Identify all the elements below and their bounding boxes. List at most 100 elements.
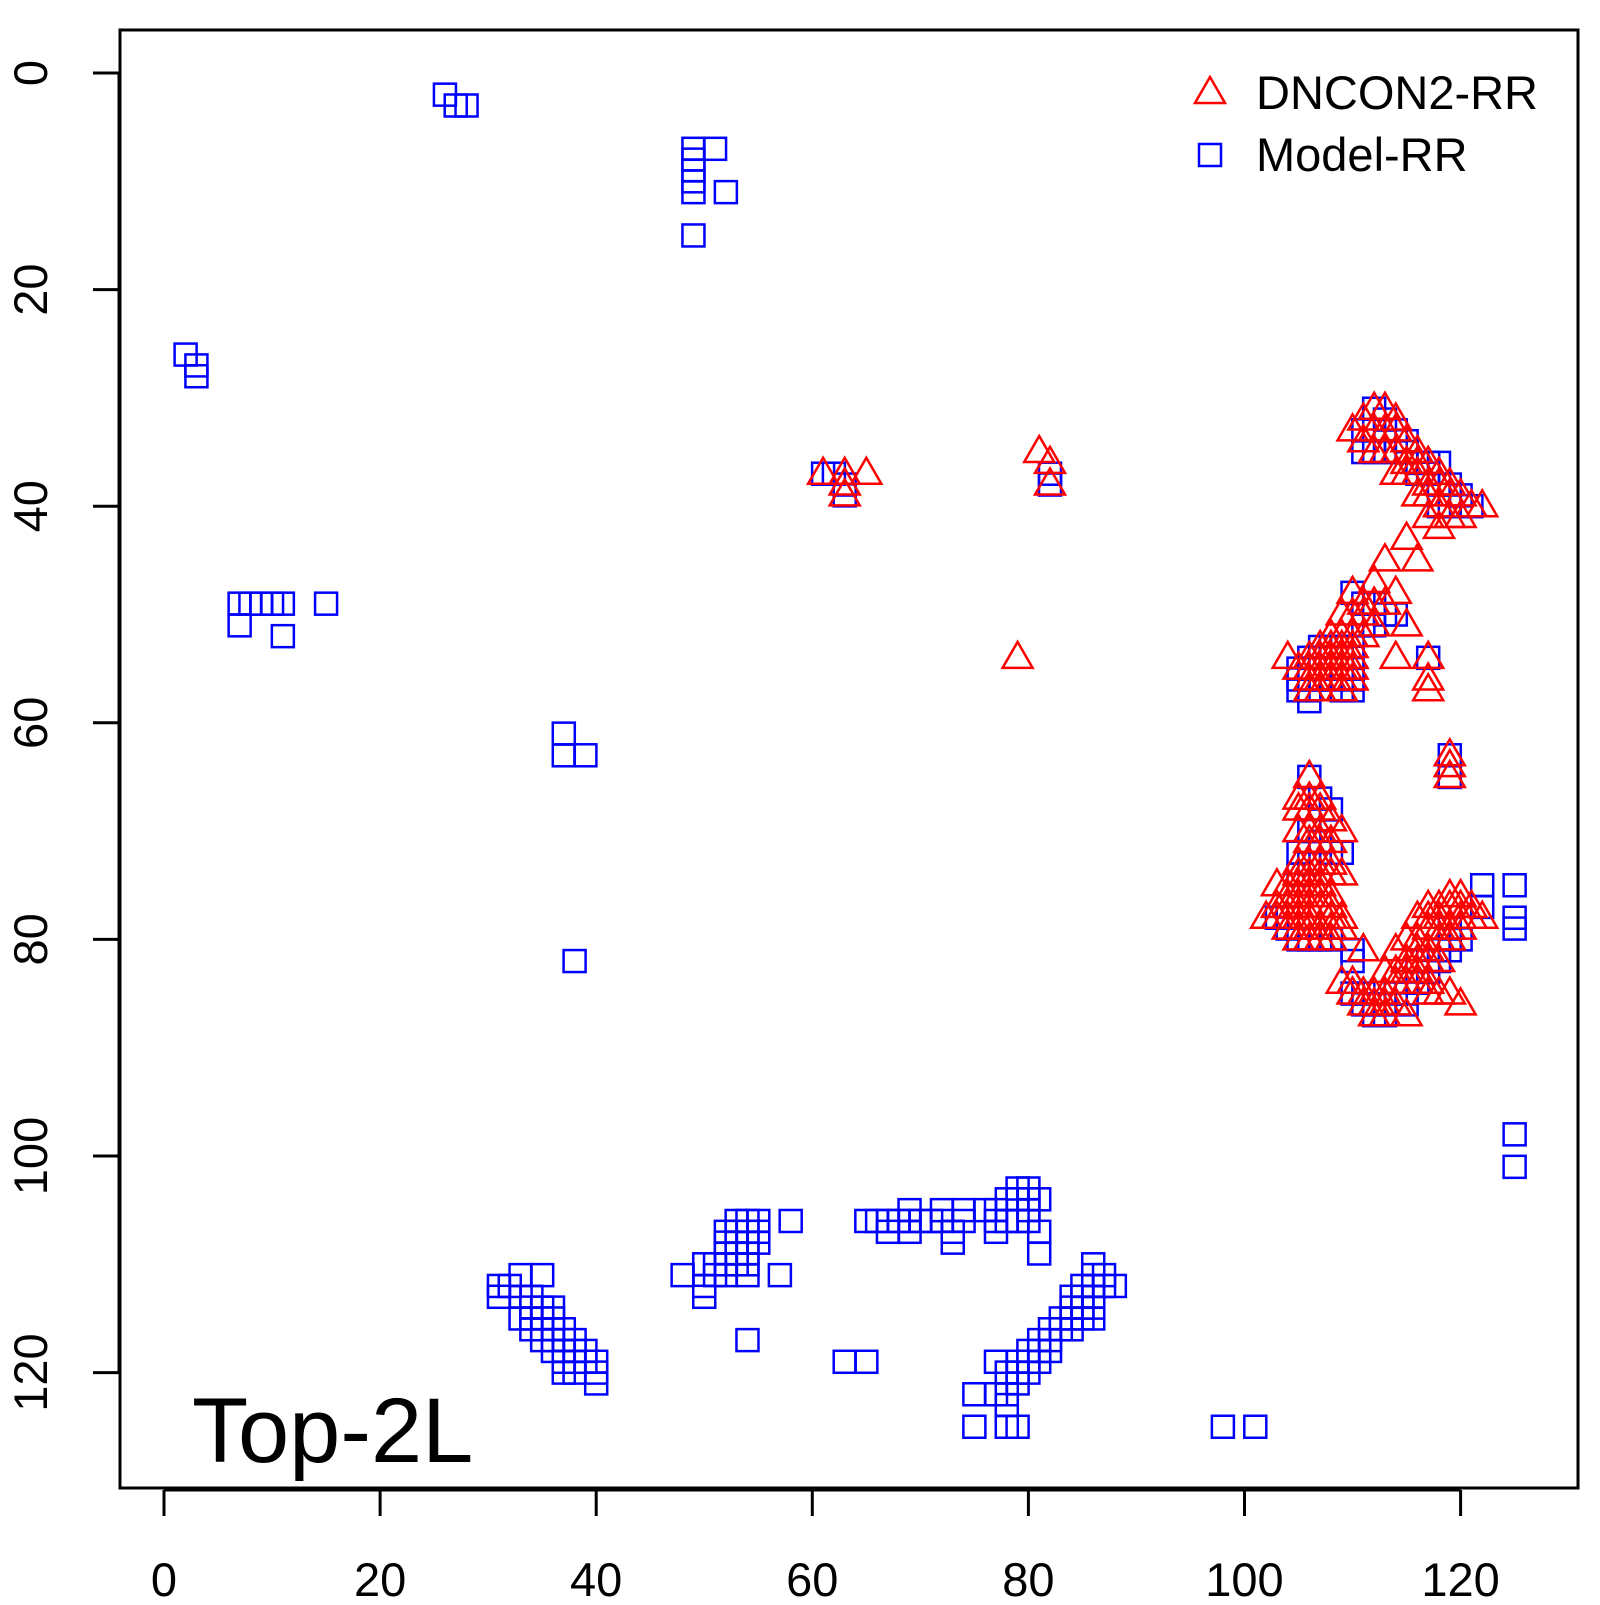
dncon2-rr-point (1411, 671, 1446, 702)
model-rr-point (1502, 916, 1527, 941)
dncon2-rr-point (1346, 617, 1381, 648)
model-rr-point (562, 1360, 587, 1385)
dncon2-rr-point (1346, 595, 1381, 626)
dncon2-rr-point (1411, 498, 1446, 529)
model-rr-point (1469, 873, 1495, 898)
dncon2-rr-point (1389, 606, 1424, 637)
dncon2-rr-point (1411, 476, 1446, 507)
dncon2-rr-point (1302, 671, 1338, 702)
model-rr-point (1210, 1414, 1236, 1439)
y-tick-label: 80 (4, 913, 57, 965)
dncon2-rr-point (1324, 812, 1359, 843)
model-rr-point (270, 591, 296, 616)
model-rr-point (573, 743, 598, 768)
dncon2-rr-point (1324, 910, 1359, 940)
dncon2-rr-point (1378, 411, 1413, 442)
model-rr-point (681, 223, 706, 248)
legend: DNCON2-RR Model-RR (1192, 66, 1538, 181)
dncon2-rr-point (1000, 639, 1035, 670)
dncon2-rr-point (1335, 411, 1370, 442)
model-rr-point (962, 1382, 987, 1407)
dncon2-rr-point (1302, 812, 1338, 843)
dncon2-rr-point (1378, 433, 1413, 464)
dncon2-rr-point (1421, 487, 1457, 518)
dncon2-rr-point (1302, 780, 1338, 810)
dncon2-rr-point (1443, 498, 1478, 529)
model-rr-point (270, 623, 296, 649)
x-tick-label: 20 (354, 1553, 406, 1600)
dncon2-rr-point (1292, 758, 1327, 789)
model-rr-point (692, 1284, 717, 1310)
x-tick-label: 40 (570, 1553, 622, 1600)
dncon2-rr-point (1313, 845, 1349, 875)
dncon2-rr-point (1313, 877, 1349, 908)
model-rr-point (1243, 1414, 1268, 1439)
model-rr-point (983, 1219, 1009, 1245)
dncon2-rr-point (1411, 639, 1446, 670)
model-rr-point (940, 1230, 966, 1255)
model-rr-point (551, 721, 577, 746)
dncon2-rr-point (1335, 660, 1370, 691)
dncon2-rr-point (1421, 509, 1457, 540)
x-tick-label: 0 (151, 1553, 177, 1600)
y-axis: 0 20 40 60 80 100 120 (4, 60, 121, 1412)
y-tick-label: 40 (4, 480, 57, 532)
dncon2-rr-point (827, 455, 862, 485)
model-rr-point (778, 1208, 803, 1234)
legend-triangle-icon (1192, 74, 1228, 105)
y-tick-label: 20 (4, 263, 57, 315)
model-rr-point (1502, 1154, 1527, 1180)
legend-item: DNCON2-RR (1192, 66, 1538, 119)
model-rr-point (1026, 1241, 1052, 1266)
dncon2-rr-point (1432, 758, 1467, 789)
dncon2-rr-point (1432, 975, 1467, 1005)
x-tick-label: 120 (1421, 1553, 1499, 1600)
dncon2-rr-point (1389, 422, 1424, 453)
dncon2-rr-point (1292, 899, 1327, 929)
model-rr-point (184, 363, 209, 389)
dncon2-rr-point (1443, 877, 1478, 908)
dncon2-rr-point (1400, 541, 1435, 572)
dncon2-rr-point (1432, 747, 1467, 778)
dncon2-rr-point (1432, 466, 1467, 496)
dncon2-rr-point (1411, 660, 1446, 691)
series-square (173, 82, 1527, 1439)
legend-label: DNCON2-RR (1256, 66, 1538, 119)
dncon2-rr-point (1443, 476, 1478, 507)
model-rr-point (313, 591, 339, 616)
y-tick-label: 60 (4, 697, 57, 749)
model-rr-point (454, 93, 479, 118)
dncon2-rr-point (1378, 574, 1413, 605)
dncon2-rr-point (1346, 931, 1381, 962)
dncon2-rr-point (1367, 390, 1403, 420)
y-tick-label: 0 (4, 60, 57, 86)
dncon2-rr-point (1313, 823, 1349, 854)
model-rr-point (832, 1349, 857, 1375)
model-rr-point (735, 1327, 760, 1353)
dncon2-rr-point (1465, 487, 1500, 518)
dncon2-rr-point (1367, 585, 1403, 615)
model-rr-point (713, 179, 739, 205)
dncon2-rr-point (1335, 628, 1370, 659)
dncon2-rr-point (1324, 671, 1359, 702)
x-tick-label: 80 (1002, 1553, 1054, 1600)
model-rr-point (1502, 873, 1527, 898)
model-rr-point (551, 743, 577, 768)
dncon2-rr-point (1313, 920, 1349, 951)
dncon2-rr-point (1313, 888, 1349, 919)
dncon2-rr-point (1032, 466, 1068, 496)
dncon2-rr-point (1367, 996, 1403, 1027)
model-rr-point (962, 1414, 987, 1439)
dncon2-rr-point (1335, 574, 1370, 605)
dncon2-rr-point (1270, 639, 1305, 670)
plot-frame (118, 28, 1580, 1490)
dncon2-rr-point (1400, 433, 1435, 464)
x-tick-label: 100 (1205, 1553, 1283, 1600)
series-triangle (805, 390, 1500, 1027)
x-axis: 0 20 40 60 80 100 120 (151, 1488, 1500, 1605)
dncon2-rr-point (1335, 650, 1370, 680)
dncon2-rr-point (849, 455, 884, 485)
dncon2-rr-point (1356, 563, 1392, 594)
